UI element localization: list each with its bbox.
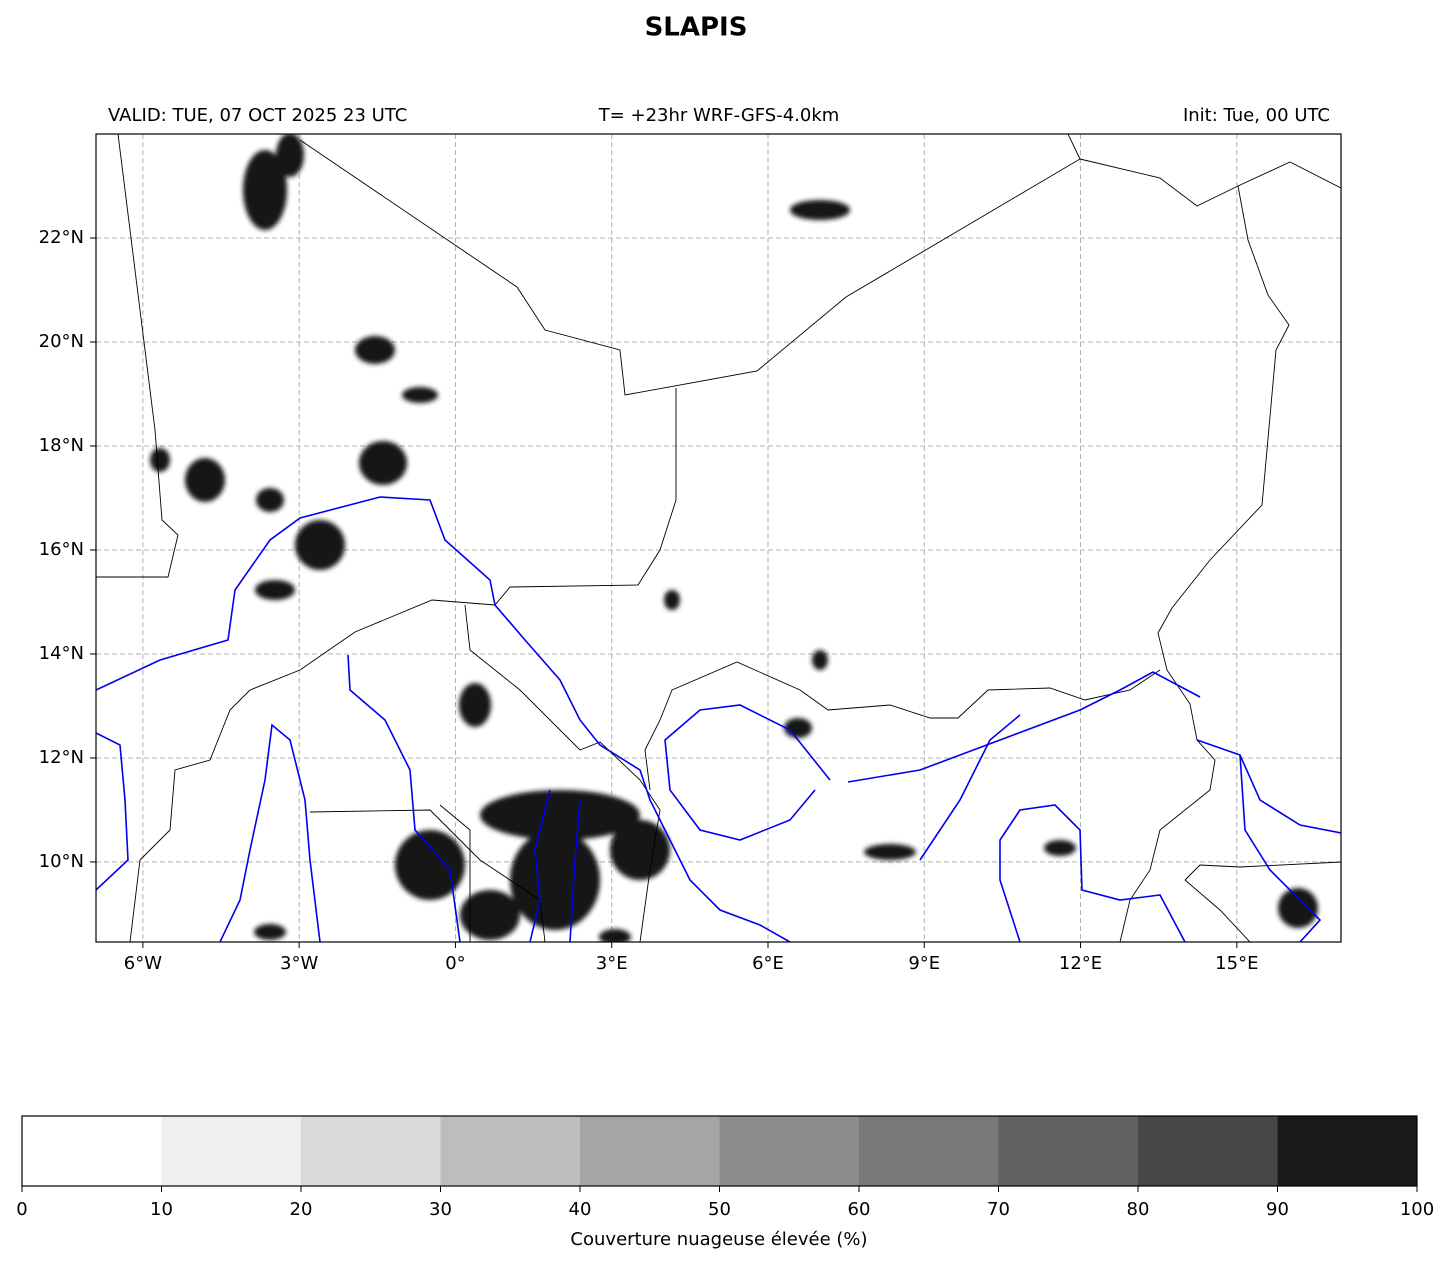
y-tick-label: 18°N <box>39 435 84 456</box>
x-tick-label: 12°E <box>1059 953 1102 974</box>
colorbar-segment <box>580 1116 720 1186</box>
title: SLAPIS <box>645 13 748 43</box>
colorbar-segment <box>719 1116 859 1186</box>
grid <box>96 134 1341 942</box>
map-frame <box>95 133 1342 943</box>
colorbar-tick-label: 60 <box>848 1199 871 1220</box>
colorbar-tick-label: 50 <box>708 1199 731 1220</box>
y-tick-label: 16°N <box>39 539 84 560</box>
init-time: Init: Tue, 00 UTC <box>1183 105 1330 126</box>
x-tick-label: 9°E <box>908 953 940 974</box>
colorbar-segment <box>859 1116 999 1186</box>
colorbar-tick-label: 90 <box>1266 1199 1289 1220</box>
x-tick-label: 6°E <box>752 953 784 974</box>
rivers <box>96 496 1341 942</box>
colorbar <box>22 1116 1417 1186</box>
colorbar-tick-label: 20 <box>290 1199 313 1220</box>
x-tick-label: 3°W <box>280 953 318 974</box>
map-content <box>96 134 1341 942</box>
y-tick-label: 14°N <box>39 643 84 664</box>
x-tick-label: 0° <box>445 953 465 974</box>
colorbar-segment <box>22 1116 162 1186</box>
colorbar-segment <box>161 1116 301 1186</box>
colorbar-tick-label: 100 <box>1400 1199 1434 1220</box>
colorbar-tick-label: 0 <box>16 1199 27 1220</box>
y-tick-label: 20°N <box>39 331 84 352</box>
colorbar-label: Couverture nuageuse élevée (%) <box>570 1229 867 1250</box>
colorbar-tick-label: 70 <box>987 1199 1010 1220</box>
colorbar-segment <box>301 1116 441 1186</box>
y-tick-label: 10°N <box>39 851 84 872</box>
colorbar-tick-label: 10 <box>150 1199 173 1220</box>
valid-time: VALID: TUE, 07 OCT 2025 23 UTC <box>108 105 407 126</box>
x-tick-label: 15°E <box>1215 953 1258 974</box>
colorbar-segment <box>1138 1116 1278 1186</box>
clouds <box>150 134 1318 942</box>
colorbar-segment <box>1277 1116 1417 1186</box>
colorbar-tick-label: 30 <box>429 1199 452 1220</box>
colorbar-segment <box>440 1116 580 1186</box>
colorbar-tick-label: 80 <box>1127 1199 1150 1220</box>
x-tick-label: 3°E <box>596 953 628 974</box>
borders <box>96 134 1341 942</box>
colorbar-tick-label: 40 <box>569 1199 592 1220</box>
y-tick-label: 12°N <box>39 747 84 768</box>
colorbar-segment <box>998 1116 1138 1186</box>
x-tick-label: 6°W <box>124 953 162 974</box>
y-tick-label: 22°N <box>39 227 84 248</box>
run-info: T= +23hr WRF-GFS-4.0km <box>598 105 840 126</box>
